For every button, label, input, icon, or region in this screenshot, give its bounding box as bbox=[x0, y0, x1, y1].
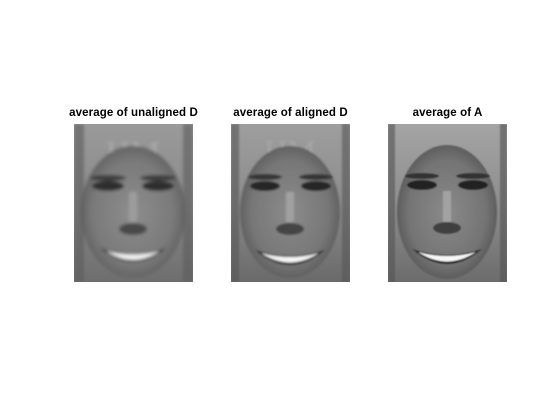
subplot-title-a: average of A bbox=[412, 107, 483, 119]
average-face-image-aligned-d: HM bbox=[231, 124, 350, 282]
subplot-title-unaligned-d: average of unaligned D bbox=[69, 107, 198, 119]
average-face-image-unaligned-d: HM bbox=[74, 124, 193, 282]
subplot-title-aligned-d: average of aligned D bbox=[233, 107, 348, 119]
average-face-image-a bbox=[388, 124, 507, 282]
